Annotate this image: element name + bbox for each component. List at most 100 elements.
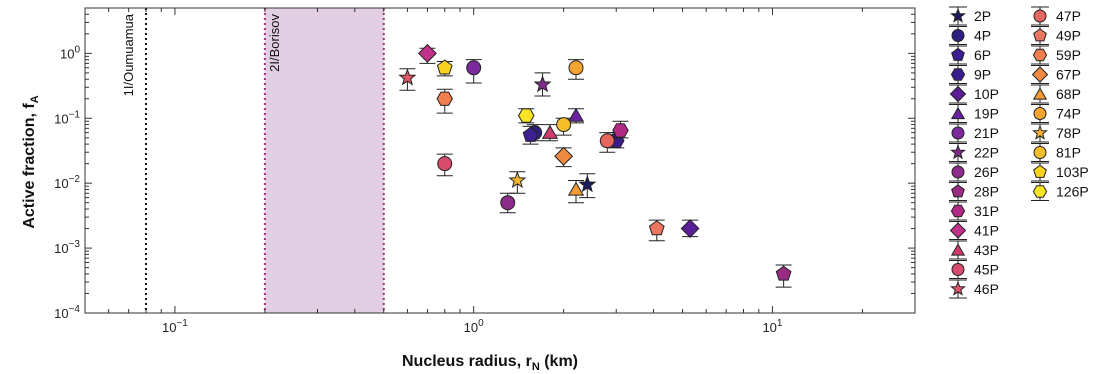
legend-label: 28P bbox=[974, 184, 999, 200]
borisov-band bbox=[264, 8, 384, 313]
legend-marker-9P bbox=[950, 68, 966, 81]
point-103P bbox=[436, 59, 453, 77]
oumuamua-label: 1I/Oumuamua bbox=[121, 13, 136, 96]
legend-marker-41P bbox=[949, 222, 967, 239]
legend-label: 59P bbox=[1056, 47, 1081, 63]
marker-26P bbox=[500, 195, 516, 211]
point-26P bbox=[499, 192, 516, 214]
point-41P bbox=[417, 43, 437, 64]
marker-103P bbox=[436, 59, 453, 75]
marker-2P bbox=[578, 175, 597, 193]
marker-43P bbox=[541, 124, 559, 139]
legend-marker-103P bbox=[1033, 164, 1047, 178]
x-axis-label: Nucleus radius, rN (km) bbox=[402, 353, 578, 373]
legend-label: 19P bbox=[974, 106, 999, 122]
point-78P bbox=[508, 171, 527, 194]
point-6P bbox=[522, 125, 539, 145]
legend-label: 21P bbox=[974, 125, 999, 141]
legend-marker-19P bbox=[950, 106, 966, 120]
legend-marker-21P bbox=[951, 126, 965, 140]
x-tick-label: 101 bbox=[762, 318, 782, 335]
legend-label: 45P bbox=[974, 262, 999, 278]
marker-45P bbox=[437, 156, 453, 172]
legend-marker-22P bbox=[950, 144, 966, 160]
y-tick-label: 10−3 bbox=[54, 239, 80, 256]
legend-marker-67P bbox=[1031, 66, 1049, 83]
legend-entry-103P: 103P bbox=[1031, 162, 1089, 182]
legend-entry-41P: 41P bbox=[949, 221, 999, 240]
legend-label: 49P bbox=[1056, 28, 1081, 44]
legend-label: 43P bbox=[974, 242, 999, 258]
point-67P bbox=[554, 146, 574, 168]
legend-marker-126P bbox=[1032, 185, 1048, 198]
legend-entry-59P: 59P bbox=[1031, 45, 1081, 65]
legend-marker-31P bbox=[950, 204, 966, 218]
legend-entry-68P: 68P bbox=[1031, 84, 1081, 104]
x-tick-label: 10−1 bbox=[162, 318, 188, 335]
point-22P bbox=[533, 72, 552, 97]
legend-marker-59P bbox=[1032, 48, 1048, 62]
marker-74P bbox=[568, 60, 584, 76]
marker-6P bbox=[522, 126, 539, 142]
legend-entry-126P: 126P bbox=[1031, 182, 1089, 201]
legend-marker-74P bbox=[1033, 107, 1047, 120]
point-43P bbox=[541, 124, 559, 142]
legend-marker-46P bbox=[950, 280, 966, 296]
data-points-layer bbox=[398, 43, 792, 288]
legend-entry-4P: 4P bbox=[949, 26, 991, 45]
legend-entry-21P: 21P bbox=[949, 123, 999, 143]
legend-entry-6P: 6P bbox=[949, 45, 991, 65]
legend-marker-49P bbox=[1033, 28, 1047, 42]
reference-line-layer: 1I/Oumuamua bbox=[121, 8, 147, 313]
legend-marker-47P bbox=[1033, 9, 1047, 23]
y-axis-label: Active fraction, fA bbox=[21, 95, 41, 228]
marker-81P bbox=[556, 117, 572, 133]
marker-67P bbox=[554, 146, 574, 166]
plot-frame bbox=[84, 7, 916, 314]
legend-entry-67P: 67P bbox=[1031, 65, 1081, 84]
point-46P bbox=[398, 68, 417, 91]
legend-marker-78P bbox=[1032, 124, 1048, 140]
point-10P bbox=[680, 219, 700, 239]
axis-ticks-layer: 10−1 100 101 10−4 10−3 10−2 10−1 100 bbox=[54, 7, 916, 335]
legend-entry-46P: 46P bbox=[949, 279, 999, 299]
x-tick-label: 100 bbox=[464, 318, 484, 335]
marker-59P bbox=[436, 91, 454, 106]
marker-28P bbox=[775, 265, 792, 281]
legend-marker-45P bbox=[951, 263, 965, 276]
legend-entry-28P: 28P bbox=[949, 182, 999, 201]
legend-label: 4P bbox=[974, 28, 991, 44]
legend-label: 22P bbox=[974, 145, 999, 161]
point-49P bbox=[648, 219, 665, 242]
legend-entry-22P: 22P bbox=[949, 143, 999, 162]
marker-126P bbox=[518, 108, 535, 123]
legend-label: 74P bbox=[1056, 106, 1081, 122]
legend-entry-43P: 43P bbox=[949, 240, 999, 260]
legend-entry-45P: 45P bbox=[949, 260, 999, 279]
legend-marker-28P bbox=[951, 184, 965, 198]
marker-68P bbox=[567, 181, 585, 196]
legend-entry-81P: 81P bbox=[1031, 143, 1081, 162]
legend-label: 67P bbox=[1056, 67, 1081, 83]
marker-46P bbox=[398, 68, 417, 86]
reference-band-layer: 2I/Borisov bbox=[263, 8, 385, 313]
legend-entry-26P: 26P bbox=[949, 162, 999, 182]
legend-marker-2P bbox=[950, 7, 966, 23]
legend-label: 103P bbox=[1056, 164, 1089, 180]
marker-21P bbox=[466, 60, 482, 76]
legend-entry-31P: 31P bbox=[949, 201, 999, 221]
marker-31P bbox=[612, 123, 629, 138]
legend-entry-49P: 49P bbox=[1031, 26, 1081, 45]
legend-label: 46P bbox=[974, 281, 999, 297]
legend-label: 78P bbox=[1056, 125, 1081, 141]
legend-label: 126P bbox=[1056, 184, 1089, 200]
point-31P bbox=[612, 120, 629, 139]
legend-marker-26P bbox=[951, 165, 965, 179]
legend-label: 10P bbox=[974, 86, 999, 102]
legend-marker-10P bbox=[949, 85, 967, 103]
point-74P bbox=[567, 59, 584, 80]
y-tick-label: 100 bbox=[60, 44, 80, 61]
marker-47P bbox=[599, 133, 615, 149]
legend-entry-19P: 19P bbox=[949, 104, 999, 123]
